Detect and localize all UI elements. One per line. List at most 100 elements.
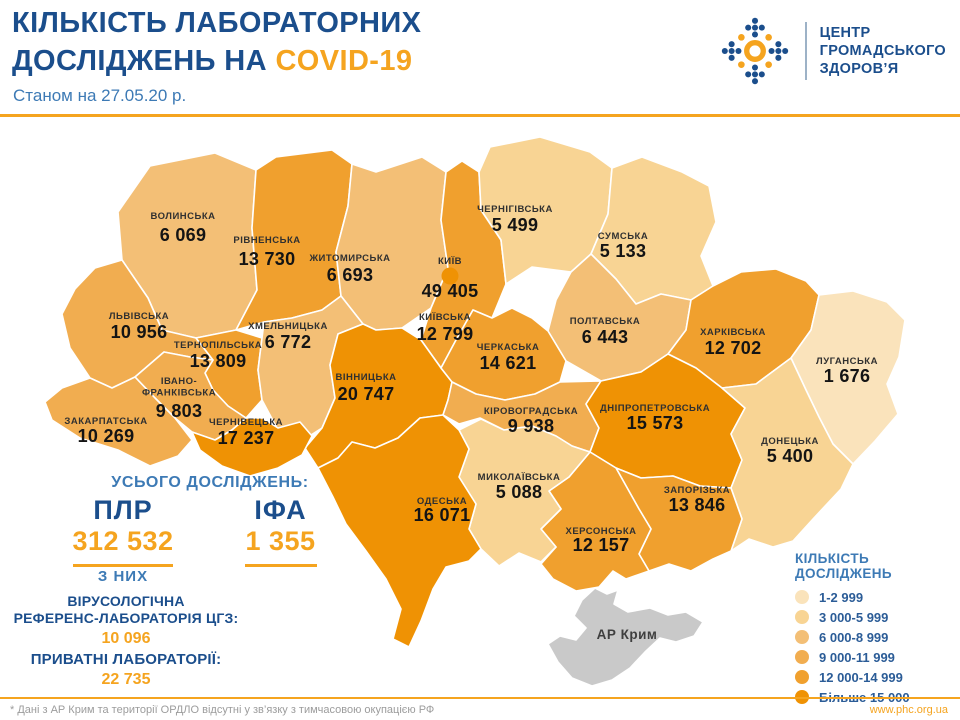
legend-item: 6 000-8 999 (795, 629, 955, 645)
region-value: 1 676 (824, 366, 871, 386)
region-label: АР Крим (597, 627, 658, 642)
pcr-underline (73, 564, 173, 567)
region-label: КІРОВОГРАДСЬКА (484, 406, 578, 417)
region-odeska-shape (317, 414, 482, 648)
region-label: СУМСЬКА (598, 231, 648, 242)
region-value: 6 069 (160, 225, 207, 245)
region-value: 13 846 (669, 495, 726, 515)
region-label: ЗАКАРПАТСЬКА (64, 416, 147, 427)
region-value: 12 157 (573, 535, 630, 555)
region-value: 49 405 (422, 281, 479, 301)
region-donetska-shape (721, 357, 854, 552)
private-labs-total: ПРИВАТНІ ЛАБОРАТОРІЇ: 22 735 (0, 651, 252, 689)
page-title-line2: ДОСЛІДЖЕНЬ НА COVID-19 (12, 45, 413, 77)
region-label: ПОЛТАВСЬКА (570, 316, 641, 327)
region-value: 6 772 (265, 332, 312, 352)
kyiv-city-dot (441, 267, 459, 285)
region-label: ЖИТОМИРСЬКА (308, 253, 390, 264)
elisa-label: ІФА (254, 495, 307, 525)
legend-color-dot (795, 650, 809, 664)
elisa-value: 1 355 (245, 526, 316, 556)
region-value: 6 443 (582, 327, 629, 347)
region-value: 5 088 (496, 482, 543, 502)
private-labs-value: 22 735 (101, 671, 151, 688)
footer-note: * Дані з АР Крим та території ОРДЛО відс… (10, 704, 435, 716)
region-value: 9 938 (508, 416, 555, 436)
region-value: 10 269 (78, 426, 135, 446)
region-kyiv-city-labels: КИЇВ 49 405 (422, 256, 479, 301)
reference-lab-label-line2: РЕФЕРЕНС-ЛАБОРАТОРІЯ ЦГЗ: (13, 610, 239, 626)
footer-divider (0, 697, 960, 699)
region-value: 10 956 (111, 322, 168, 342)
region-value: 20 747 (338, 384, 395, 404)
region-label: ХМЕЛЬНИЦЬКА (248, 321, 328, 332)
pcr-label: ПЛР (93, 495, 153, 525)
legend-items: 1-2 999 3 000-5 999 6 000-8 999 9 000-11 99… (795, 589, 955, 705)
region-crimea-shape (547, 587, 704, 687)
region-label: ЧЕРКАСЬКА (477, 342, 540, 353)
date-subtitle: Станом на 27.05.20 р. (13, 86, 187, 105)
region-label: ДОНЕЦЬКА (761, 436, 819, 447)
region-label: ЛУГАНСЬКА (816, 356, 878, 367)
region-value: 17 237 (218, 428, 275, 448)
map-legend: КІЛЬКІСТЬ ДОСЛІДЖЕНЬ 1-2 999 3 000-5 999 6… (795, 551, 955, 710)
elisa-underline (244, 564, 317, 567)
region-label: МИКОЛАЇВСЬКА (478, 472, 561, 483)
legend-item: 3 000-5 999 (795, 609, 955, 625)
logo-divider (804, 22, 807, 80)
legend-item: 1-2 999 (795, 589, 955, 605)
region-value: 12 702 (705, 338, 762, 358)
region-volynska-labels: ВОЛИНСЬКА 6 069 (151, 211, 215, 245)
region-label: КИЇВ (438, 256, 462, 267)
region-label: ЧЕРНІВЕЦЬКА (209, 417, 283, 428)
region-label: ФРАНКІВСЬКА (142, 388, 216, 399)
region-label: ЛЬВІВСЬКА (109, 311, 169, 322)
legend-item-label: 9 000-11 999 (819, 649, 895, 665)
totals-heading: УСЬОГО ДОСЛІДЖЕНЬ: (111, 474, 309, 491)
region-label: КИЇВСЬКА (419, 312, 471, 323)
legend-item-label: 1-2 999 (819, 589, 864, 605)
region-value: 5 400 (767, 446, 814, 466)
region-label: ОДЕСЬКА (417, 496, 467, 507)
region-zhytomyrska-shape (335, 156, 449, 331)
region-value: 6 693 (327, 265, 374, 285)
region-label: РІВНЕНСЬКА (233, 235, 300, 246)
region-label: ТЕРНОПІЛЬСЬКА (174, 340, 262, 351)
region-label: ЗАПОРІЗЬКА (664, 485, 730, 496)
phc-logo-icon (721, 17, 788, 85)
region-label: ДНІПРОПЕТРОВСЬКА (600, 403, 710, 414)
covid-19-highlight: COVID-19 (275, 45, 413, 77)
private-labs-label: ПРИВАТНІ ЛАБОРАТОРІЇ: (30, 651, 222, 668)
legend-color-dot (795, 590, 809, 604)
legend-item-label: 6 000-8 999 (819, 629, 889, 645)
legend-item: 9 000-11 999 (795, 649, 955, 665)
reference-lab-total: ВІРУСОЛОГІЧНА РЕФЕРЕНС-ЛАБОРАТОРІЯ ЦГЗ: … (0, 593, 252, 648)
region-value: 15 573 (627, 413, 684, 433)
region-value: 5 133 (600, 241, 647, 261)
region-ivano-frankivska-labels: ІВАНО-ФРАНКІВСЬКА 9 803 (142, 376, 216, 421)
legend-item-label: 3 000-5 999 (819, 609, 889, 625)
pcr-value: 312 532 (72, 526, 174, 556)
region-value: 16 071 (414, 505, 471, 525)
reference-lab-value: 10 096 (101, 630, 151, 647)
region-rivnenska-labels: РІВНЕНСЬКА 13 730 (233, 235, 300, 269)
region-label: ХАРКІВСЬКА (700, 327, 766, 338)
